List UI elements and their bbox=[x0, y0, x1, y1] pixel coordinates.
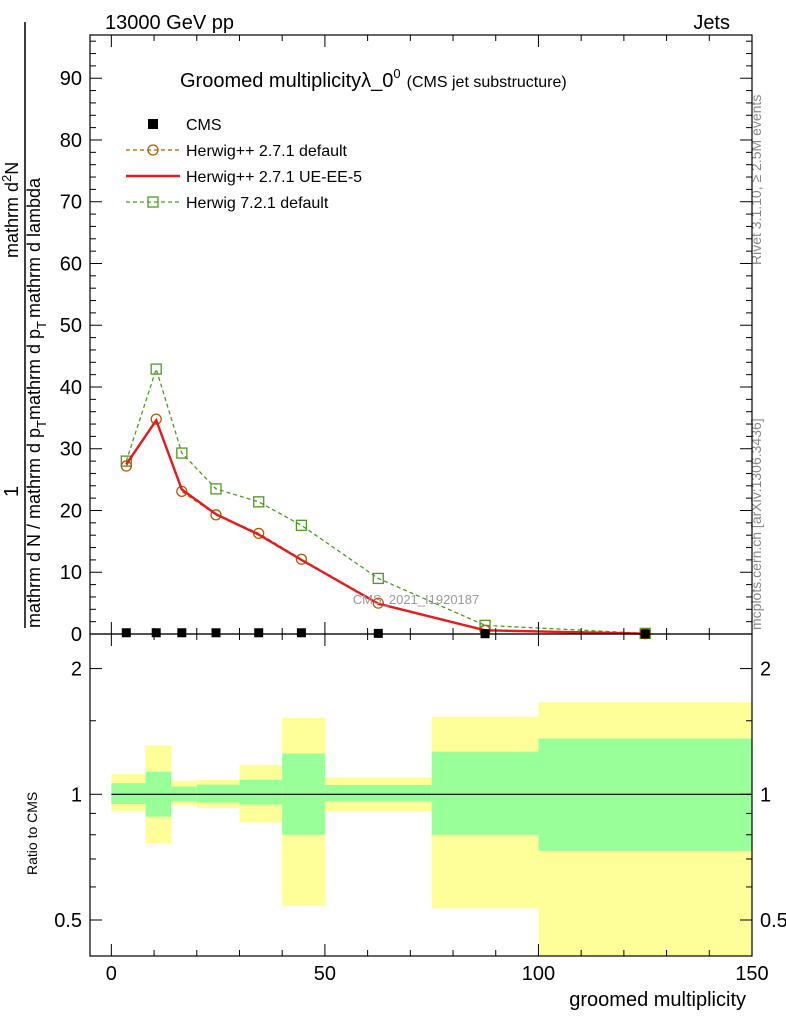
series-point-herwig-default bbox=[150, 413, 162, 425]
legend-label-herwig7: Herwig 7.2.1 default bbox=[186, 195, 329, 212]
ratio-y-tick-label-left: 2 bbox=[71, 659, 82, 681]
ratio-y-label: Ratio to CMS bbox=[24, 792, 40, 875]
mcplots-label: mcplots.cern.ch [arXiv:1306.3436] bbox=[748, 418, 764, 630]
ratio-plot-frame bbox=[89, 633, 753, 957]
series-point-cms bbox=[121, 628, 131, 638]
plot-title-main: Groomed multiplicityλ_0 bbox=[180, 70, 393, 92]
ratio-band-inner bbox=[324, 784, 432, 802]
plot-title: Groomed multiplicityλ_00 (CMS jet substru… bbox=[180, 66, 567, 92]
ratio-band-inner bbox=[431, 751, 539, 835]
y-tick-label: 60 bbox=[60, 253, 82, 275]
main-plot-axes: 0 10 20 30 40 50 60 70 80 90 bbox=[60, 35, 753, 646]
legend-marker-herwig-default bbox=[147, 144, 159, 156]
ratio-band-inner bbox=[239, 779, 283, 805]
ratio-y-tick-label-right: 2 bbox=[760, 659, 771, 681]
ratio-plot-bands bbox=[111, 702, 752, 956]
plot-title-sup: 0 bbox=[393, 66, 400, 81]
series-line-3 bbox=[125, 366, 646, 635]
rivet-label: Rivet 3.1.10, ≥ 2.5M events bbox=[748, 95, 764, 265]
ratio-band-inner bbox=[196, 784, 240, 803]
y-label-den-sub1: T bbox=[34, 420, 49, 428]
y-tick-label: 20 bbox=[60, 500, 82, 522]
series-point-cms bbox=[211, 628, 221, 638]
y-tick-label: 90 bbox=[60, 68, 82, 90]
y-label-den-sub2: T bbox=[34, 321, 49, 329]
ratio-y-tick-label-right: 0.5 bbox=[760, 910, 786, 932]
series-point-herwig7 bbox=[120, 455, 132, 467]
plot-title-note: (CMS jet substructure) bbox=[407, 74, 567, 91]
ratio-y-tick-label-left: 0.5 bbox=[54, 910, 82, 932]
legend-label-herwig-default: Herwig++ 2.7.1 default bbox=[186, 143, 348, 160]
ratio-y-tick-label-left: 1 bbox=[71, 784, 82, 806]
y-label-top-part1: mathrm d bbox=[2, 182, 22, 258]
legend-label-cms: CMS bbox=[186, 117, 222, 134]
watermark: CMS_2021_I1920187 bbox=[353, 592, 480, 607]
y-axis-label: 1 mathrm d N / mathrm d pTmathrm d pTmat… bbox=[0, 22, 49, 628]
y-label-denominator: mathrm d N / mathrm d pTmathrm d pTmathr… bbox=[24, 177, 49, 628]
y-tick-label: 0 bbox=[71, 624, 82, 646]
series-point-herwig-default bbox=[120, 460, 132, 472]
energy-label: 13000 GeV pp bbox=[105, 12, 234, 34]
y-tick-label: 40 bbox=[60, 377, 82, 399]
x-axis-label: groomed multiplicity bbox=[569, 989, 746, 1011]
series-point-cms bbox=[151, 628, 161, 638]
y-tick-label: 50 bbox=[60, 315, 82, 337]
series-point-cms bbox=[254, 628, 264, 638]
y-tick-label: 30 bbox=[60, 439, 82, 461]
jets-label: Jets bbox=[693, 12, 730, 34]
x-tick-label: 0 bbox=[106, 963, 117, 985]
y-label-den-part1: mathrm d N / mathrm d p bbox=[24, 428, 44, 628]
series-point-herwig7 bbox=[372, 572, 384, 585]
y-tick-label: 80 bbox=[60, 130, 82, 152]
ratio-y-tick-label-right: 1 bbox=[760, 784, 771, 806]
series-point-herwig7 bbox=[253, 496, 265, 508]
y-label-top: mathrm d2N bbox=[0, 162, 22, 258]
series-point-herwig7 bbox=[150, 363, 162, 375]
y-label-den-part2: mathrm d p bbox=[24, 329, 44, 420]
y-label-top-sup: 2 bbox=[0, 175, 14, 182]
y-tick-label: 70 bbox=[60, 192, 82, 214]
x-tick-label: 150 bbox=[735, 963, 768, 985]
x-tick-label: 100 bbox=[522, 963, 555, 985]
series-line-2 bbox=[125, 417, 646, 635]
ratio-band-inner bbox=[111, 783, 146, 804]
legend: CMS Herwig++ 2.7.1 default Herwig++ 2.7.… bbox=[126, 117, 362, 212]
series-point-herwig7 bbox=[295, 519, 308, 531]
legend-marker-herwig7 bbox=[147, 196, 159, 208]
series-point-cms bbox=[177, 628, 187, 638]
legend-label-herwig-ueee5: Herwig++ 2.7.1 UE-EE-5 bbox=[186, 169, 362, 186]
x-tick-label: 50 bbox=[314, 963, 336, 985]
y-label-numerator: 1 bbox=[1, 486, 23, 497]
series-point-herwig-default bbox=[372, 597, 384, 609]
y-tick-label: 10 bbox=[60, 562, 82, 584]
series-point-herwig-default bbox=[295, 553, 308, 565]
y-label-den-part3: mathrm d lambda bbox=[24, 177, 44, 318]
legend-marker-cms bbox=[148, 119, 158, 129]
ratio-plot: 0.5 0.5 1 1 2 2 0 50 100 150 Ratio to CMS groomed… bbox=[24, 633, 786, 1011]
series-point-herwig7 bbox=[176, 447, 188, 459]
series-point-cms bbox=[296, 628, 306, 638]
series-point-herwig-default bbox=[210, 509, 222, 521]
y-label-top-part2: N bbox=[2, 162, 22, 175]
series-point-herwig7 bbox=[210, 483, 222, 495]
series-point-cms bbox=[373, 628, 383, 638]
ratio-plot-axes: 0.5 0.5 1 1 2 2 0 50 100 150 bbox=[54, 634, 786, 985]
